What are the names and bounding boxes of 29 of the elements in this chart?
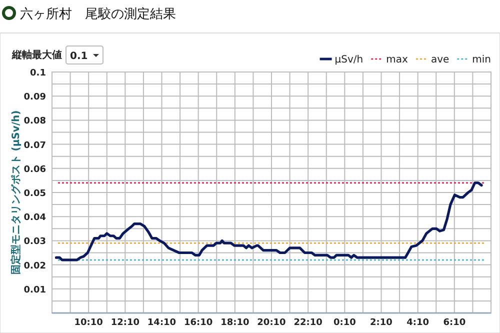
y-tick-label: 0.1 [30, 68, 46, 78]
x-tick-label: 10:10 [74, 318, 103, 328]
y-tick-label: 0.08 [24, 116, 46, 127]
x-tick-label: 22:10 [294, 318, 322, 328]
x-tick-label: 18:10 [220, 318, 250, 328]
x-tick-label: 2:10 [370, 318, 392, 328]
y-tick-label: 0.01 [24, 285, 46, 296]
text: 縦軸最大値 [11, 49, 62, 61]
legend-label: min [472, 54, 491, 66]
chart-title: 六ヶ所村 尾駮の測定結果 [20, 7, 176, 22]
x-tick-label: 12:10 [110, 318, 140, 328]
y-tick-label: 0.04 [24, 213, 46, 224]
y-tick-label: 0.06 [24, 164, 46, 175]
y-tick-label: 0.07 [24, 140, 46, 151]
x-tick-label: 20:10 [257, 318, 286, 328]
x-tick-label: 14:10 [147, 318, 176, 328]
y-tick-label: 0.02 [24, 261, 46, 272]
dropdown: 0.1 [66, 46, 104, 64]
y-tick-label: 0.05 [24, 189, 46, 199]
x-tick-label: 16:10 [184, 318, 213, 328]
y-tick-label: 0.03 [24, 237, 46, 248]
y-tick-label: 0.09 [24, 92, 46, 103]
x-tick-label: 6:10 [443, 318, 466, 328]
y-axis-title: 固定型モニタリングポスト (μSv/h) [10, 110, 22, 275]
legend-label: μSv/h [334, 54, 364, 66]
x-tick-label: 4:10 [406, 318, 430, 328]
legend-label: max [386, 54, 408, 66]
legend-label: ave [430, 54, 450, 66]
x-tick-label: 0:10 [333, 318, 356, 328]
